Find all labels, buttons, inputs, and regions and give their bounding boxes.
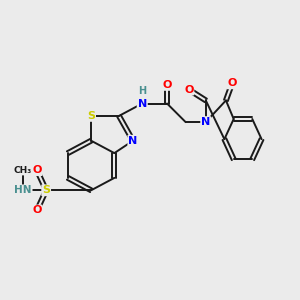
Text: O: O xyxy=(162,80,172,90)
Text: O: O xyxy=(227,78,237,88)
Text: CH₃: CH₃ xyxy=(14,166,32,175)
Text: HN: HN xyxy=(14,185,32,195)
Text: O: O xyxy=(32,206,42,215)
Text: H: H xyxy=(138,86,146,96)
Text: O: O xyxy=(184,85,194,94)
Text: S: S xyxy=(42,185,50,195)
Text: N: N xyxy=(201,117,210,127)
Text: N: N xyxy=(138,98,147,109)
Text: O: O xyxy=(32,165,42,175)
Text: S: S xyxy=(87,111,95,121)
Text: N: N xyxy=(128,136,138,146)
